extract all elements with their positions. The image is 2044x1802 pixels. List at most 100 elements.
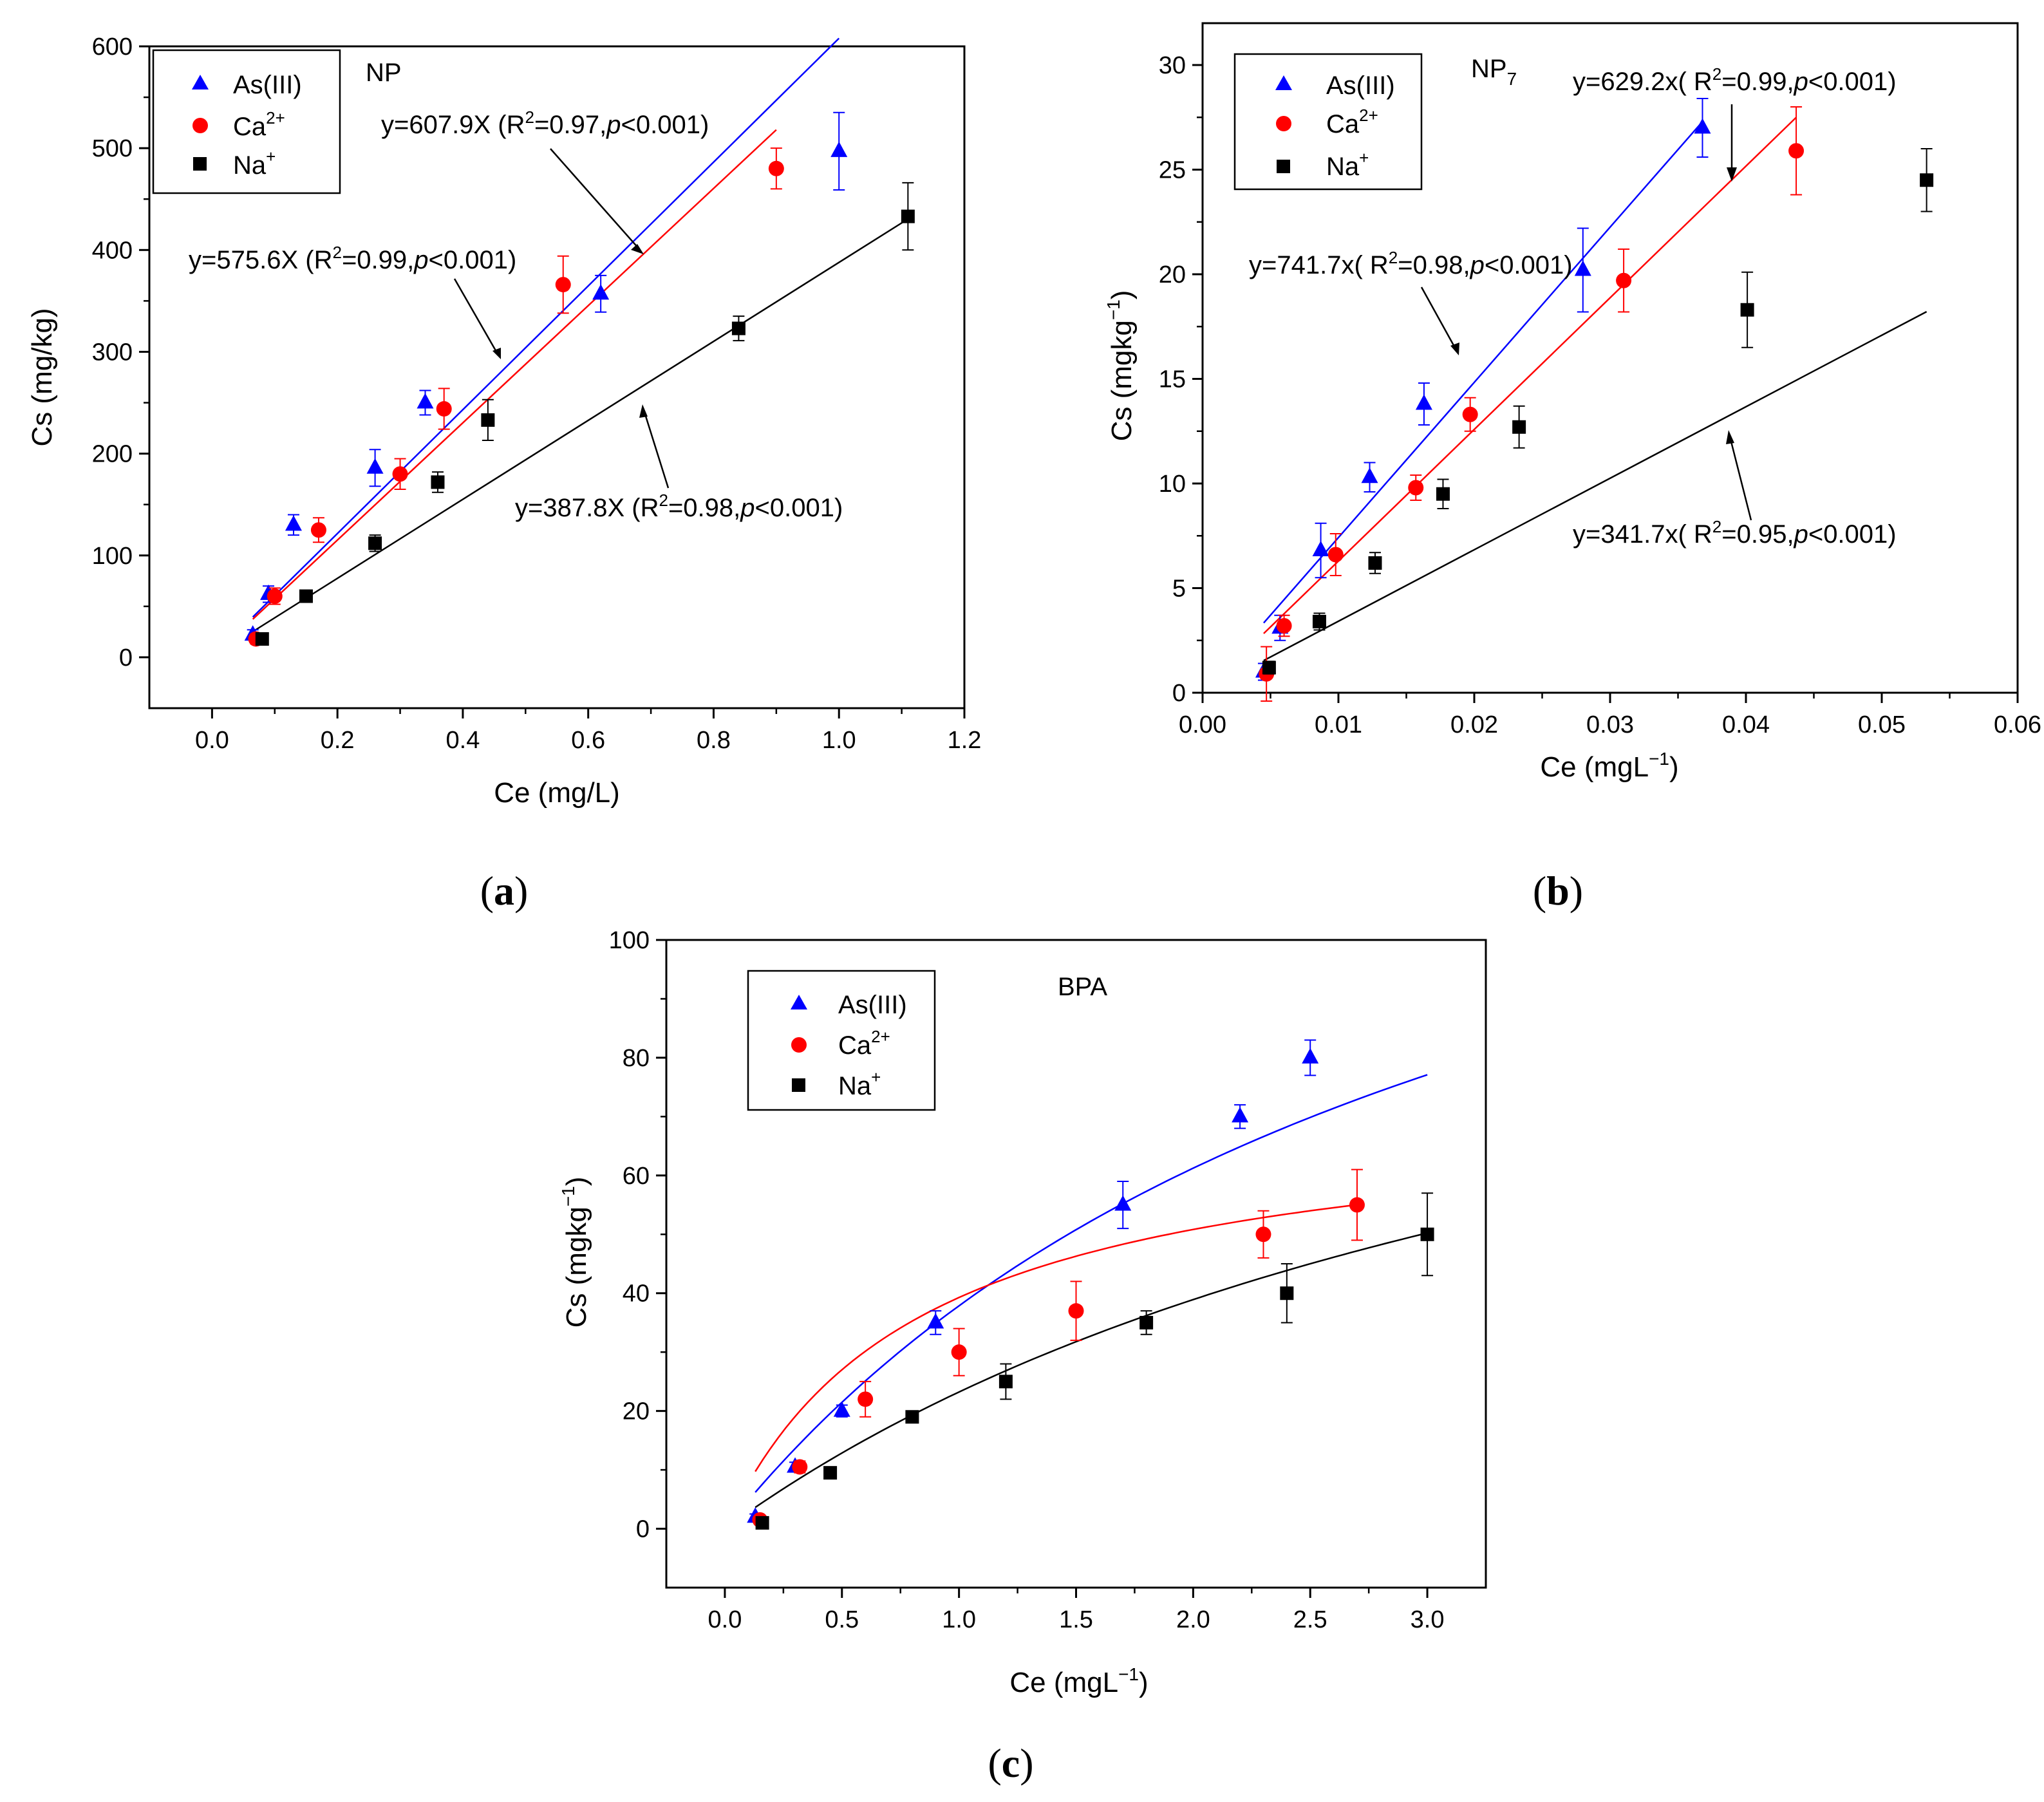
x-tick-label: 1.0 (942, 1606, 976, 1633)
y-tick-label: 30 (1159, 52, 1186, 79)
x-tick-label: 0.06 (1994, 711, 2041, 738)
x-tick-label: 0.6 (571, 727, 605, 754)
y-tick-label: 10 (1159, 471, 1186, 498)
data-point-as (1302, 1047, 1319, 1064)
data-point-na (1436, 487, 1450, 501)
panel-b-legend-box (1233, 53, 1423, 191)
x-tick-label: 1.5 (1059, 1606, 1093, 1633)
annotation-ca-arrowhead (492, 348, 501, 359)
annotation-ca-arrowhead (1727, 167, 1737, 182)
fit-line-as (252, 37, 840, 618)
panel-b-chart: 0.00 0.01 0.02 0.03 0.04 0.05 0.06 0 5 10 15 20 25 30… (1103, 22, 2041, 914)
data-point-ca (1788, 143, 1805, 159)
y-tick-label: 400 (92, 237, 133, 264)
y-tick-label: 5 (1172, 576, 1186, 603)
panel-c-chart: 0.0 0.5 1.0 1.5 2.0 2.5 3.0 0 20 40 60 80 100 BPA As… (558, 927, 1487, 1786)
data-point-na (1420, 1227, 1434, 1241)
annotation-ca-arrow (453, 278, 498, 353)
annotation-as-fit: y=607.9X (R2=0.97,p<0.001) (381, 108, 709, 139)
panel-b-ticks: 0.00 0.01 0.02 0.03 0.04 0.05 0.06 0 5 10 15 20 25 30 (1159, 52, 2041, 738)
annotation-ca-fit: y=629.2x( R2=0.99,p<0.001) (1573, 64, 1897, 96)
legend-marker-ca (192, 118, 208, 133)
panel-b-annotations: y=629.2x( R2=0.99,p<0.001) y=741.7x( R2=… (1249, 64, 1897, 549)
data-point-as (1361, 467, 1378, 483)
data-point-as (1694, 118, 1711, 134)
panel-c-x-label: Ce (mgL−1) (1009, 1664, 1148, 1698)
x-tick-label: 0.00 (1179, 711, 1226, 738)
data-point-ca (555, 277, 571, 293)
annotation-as-arrow (1420, 286, 1456, 348)
y-tick-label: 80 (623, 1045, 650, 1072)
y-tick-label: 0 (119, 644, 133, 671)
panel-b-points (1255, 98, 1934, 702)
x-tick-label: 0.05 (1858, 711, 1906, 738)
legend-marker-as (1275, 75, 1292, 90)
data-point-na (1368, 556, 1382, 570)
legend-label-na: Na+ (233, 147, 276, 180)
y-tick-label: 15 (1159, 366, 1186, 393)
panel-a-x-label: Ce (mg/L) (494, 777, 620, 809)
data-point-na (1262, 661, 1276, 675)
panel-a-title: NP (366, 59, 402, 87)
data-point-ca (1327, 547, 1344, 563)
data-point-as (1114, 1195, 1132, 1211)
data-point-ca (436, 401, 452, 417)
data-point-na (1740, 303, 1754, 317)
annotation-as-fit: y=741.7x( R2=0.98,p<0.001) (1249, 248, 1573, 279)
data-point-na (1512, 420, 1526, 434)
y-tick-label: 25 (1159, 157, 1186, 184)
fit-line-na (249, 218, 909, 635)
data-point-ca (858, 1391, 874, 1407)
data-point-ca (392, 466, 408, 482)
data-point-na (1139, 1315, 1154, 1329)
annotation-na-arrowhead (1726, 430, 1734, 444)
legend-marker-na (792, 1078, 805, 1092)
y-tick-label: 100 (609, 927, 650, 954)
fit-line-as (1263, 121, 1703, 624)
panel-a-points (244, 111, 915, 647)
panel-a-ticks: 0.0 0.2 0.4 0.6 0.8 1.0 1.2 0 100 200 300 400 500 600 (92, 33, 982, 754)
data-point-na (1920, 173, 1934, 187)
data-point-na (999, 1375, 1013, 1389)
y-tick-label: 200 (92, 441, 133, 468)
y-tick-label: 300 (92, 339, 133, 366)
fit-curve-na (755, 1232, 1428, 1508)
legend-marker-na (1277, 160, 1290, 173)
data-point-na (823, 1466, 838, 1480)
data-point-na (368, 536, 382, 550)
x-tick-label: 0.04 (1722, 711, 1770, 738)
panel-c-points (747, 1039, 1434, 1530)
panel-a-chart: 0.0 0.2 0.4 0.6 0.8 1.0 1.2 0 100 200 300 400 500 600… (26, 33, 981, 914)
panel-b-x-label: Ce (mgL−1) (1540, 749, 1678, 783)
panel-a-legend: As(III) Ca2+ Na+ (152, 49, 341, 194)
data-point-as (285, 515, 302, 531)
data-point-ca (267, 588, 283, 605)
legend-label-as: As(III) (838, 991, 907, 1019)
fit-curve-ca (755, 1204, 1358, 1472)
data-point-ca (951, 1344, 967, 1360)
data-point-ca (1408, 480, 1424, 496)
annotation-as-arrow (550, 148, 640, 250)
y-tick-label: 0 (636, 1516, 650, 1543)
data-point-ca (1255, 1226, 1271, 1243)
legend-marker-as (791, 995, 807, 1009)
x-tick-label: 0.0 (708, 1606, 742, 1633)
x-tick-label: 0.02 (1450, 711, 1498, 738)
x-tick-label: 0.01 (1315, 711, 1362, 738)
panel-a-y-label: Cs (mg/kg) (26, 308, 58, 446)
x-tick-label: 2.5 (1293, 1606, 1327, 1633)
panel-b-fit-lines (1263, 117, 1927, 662)
data-point-ca (1068, 1303, 1084, 1319)
y-tick-label: 20 (1159, 261, 1186, 288)
data-point-as (366, 458, 384, 474)
legend-label-as: As(III) (1326, 71, 1395, 100)
data-point-na (255, 632, 269, 646)
data-point-as (1415, 394, 1432, 410)
x-tick-label: 1.2 (948, 727, 982, 754)
x-tick-label: 0.2 (321, 727, 355, 754)
data-point-ca (1616, 272, 1632, 288)
panel-c-fit-curves (755, 1074, 1428, 1508)
annotation-as-arrowhead (1450, 343, 1459, 355)
annotation-na-arrow (1729, 438, 1752, 521)
x-tick-label: 0.5 (825, 1606, 859, 1633)
